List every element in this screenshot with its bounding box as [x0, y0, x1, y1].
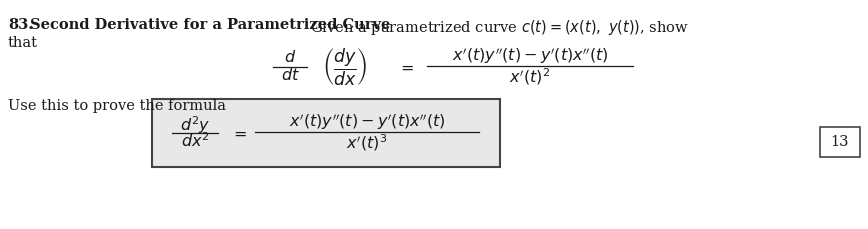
FancyBboxPatch shape	[152, 99, 500, 167]
Text: that: that	[8, 36, 38, 50]
Text: $dt$: $dt$	[280, 68, 299, 85]
Text: $\left(\dfrac{dy}{dx}\right)$: $\left(\dfrac{dy}{dx}\right)$	[322, 46, 368, 88]
Text: 83.: 83.	[8, 18, 33, 32]
Text: $dx^2$: $dx^2$	[181, 133, 209, 151]
Text: $d$: $d$	[284, 49, 296, 66]
Text: $=$: $=$	[397, 58, 413, 76]
Text: Given a parametrized curve $c(t) = (x(t),\ y(t))$, show: Given a parametrized curve $c(t) = (x(t)…	[310, 18, 689, 37]
Text: $x'(t)^2$: $x'(t)^2$	[510, 67, 550, 87]
Text: Use this to prove the formula: Use this to prove the formula	[8, 99, 226, 113]
Text: Second Derivative for a Parametrized Curve: Second Derivative for a Parametrized Cur…	[30, 18, 391, 32]
Text: $x'(t)y''(t) - y'(t)x''(t)$: $x'(t)y''(t) - y'(t)x''(t)$	[451, 46, 608, 66]
Text: $x'(t)y''(t) - y'(t)x''(t)$: $x'(t)y''(t) - y'(t)x''(t)$	[288, 112, 445, 132]
FancyBboxPatch shape	[820, 127, 860, 157]
Text: $=$: $=$	[229, 125, 247, 142]
Text: $d^2y$: $d^2y$	[180, 114, 210, 136]
Text: $x'(t)^3$: $x'(t)^3$	[346, 133, 388, 153]
Text: 13: 13	[831, 135, 849, 149]
